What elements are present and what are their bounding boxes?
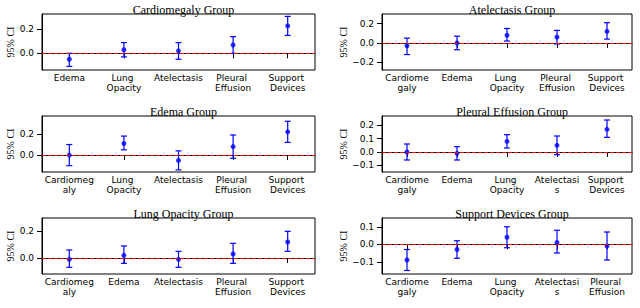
svg-text:Support: Support (588, 73, 626, 83)
svg-text:Pleural: Pleural (216, 277, 250, 287)
svg-text:Atelectasi: Atelectasi (535, 175, 579, 185)
svg-text:−0.1: −0.1 (352, 257, 374, 267)
svg-text:Cardiome: Cardiome (385, 73, 429, 83)
svg-text:Effusion: Effusion (215, 83, 251, 93)
svg-text:0.2: 0.2 (20, 129, 34, 139)
svg-text:Edema: Edema (441, 175, 472, 185)
svg-text:Cardiomegaly Group: Cardiomegaly Group (133, 3, 235, 17)
svg-text:0.0: 0.0 (360, 147, 375, 157)
svg-text:s: s (555, 185, 560, 195)
svg-text:Effusion: Effusion (215, 287, 251, 297)
svg-text:0.1: 0.1 (360, 222, 374, 232)
svg-text:Cardiome: Cardiome (385, 175, 429, 185)
svg-text:Cardiome: Cardiome (385, 277, 429, 287)
svg-text:aly: aly (63, 287, 77, 297)
svg-text:0.0: 0.0 (360, 239, 375, 249)
svg-text:aly: aly (63, 185, 77, 195)
svg-text:galy: galy (397, 185, 417, 195)
svg-text:−0.2: −0.2 (352, 57, 374, 67)
svg-text:95% CI: 95% CI (5, 27, 16, 58)
svg-text:0.2: 0.2 (20, 24, 34, 34)
svg-text:Edema: Edema (441, 73, 472, 83)
svg-text:galy: galy (397, 83, 417, 93)
svg-text:0.0: 0.0 (20, 150, 35, 160)
svg-text:Support: Support (268, 175, 306, 185)
svg-text:Opacity: Opacity (107, 185, 142, 195)
svg-text:Lung: Lung (111, 175, 136, 185)
svg-text:Lung: Lung (111, 73, 136, 83)
svg-text:Support: Support (268, 277, 306, 287)
svg-text:0.0: 0.0 (360, 38, 375, 48)
svg-text:Devices: Devices (270, 83, 306, 93)
svg-text:−0.1: −0.1 (352, 160, 374, 170)
svg-text:Lung: Lung (495, 73, 520, 83)
svg-text:Support Devices Group: Support Devices Group (455, 207, 568, 221)
svg-text:95% CI: 95% CI (338, 231, 349, 262)
svg-text:0.0: 0.0 (20, 48, 35, 58)
svg-text:Opacity: Opacity (107, 83, 142, 93)
svg-text:Edema: Edema (54, 73, 85, 83)
svg-text:Effusion: Effusion (215, 185, 251, 195)
svg-text:Support: Support (588, 175, 626, 185)
svg-text:Pleural: Pleural (216, 175, 250, 185)
svg-text:s: s (555, 287, 560, 297)
svg-text:95% CI: 95% CI (338, 129, 349, 160)
svg-text:Edema: Edema (441, 277, 472, 287)
svg-text:Opacity: Opacity (490, 83, 525, 93)
svg-text:Effusion: Effusion (589, 287, 625, 297)
svg-text:Atelectasis: Atelectasis (154, 73, 203, 83)
svg-text:Pleural Effusion Group: Pleural Effusion Group (456, 105, 568, 119)
svg-text:Lung: Lung (495, 175, 520, 185)
svg-text:95% CI: 95% CI (5, 231, 16, 262)
svg-text:Edema: Edema (108, 277, 139, 287)
svg-text:0.0: 0.0 (20, 253, 35, 263)
svg-text:Cardiomeg: Cardiomeg (45, 277, 94, 287)
svg-text:Effusion: Effusion (539, 83, 575, 93)
svg-text:95% CI: 95% CI (338, 27, 349, 58)
svg-text:Atelectasis: Atelectasis (154, 175, 203, 185)
svg-text:Atelectasis Group: Atelectasis Group (469, 3, 555, 17)
svg-text:Opacity: Opacity (490, 287, 525, 297)
svg-text:95% CI: 95% CI (5, 129, 16, 160)
svg-text:Atelectasis: Atelectasis (154, 277, 203, 287)
svg-text:Pleural: Pleural (540, 73, 574, 83)
svg-text:Devices: Devices (589, 83, 625, 93)
svg-text:Lung: Lung (495, 277, 520, 287)
svg-text:Devices: Devices (270, 185, 306, 195)
svg-text:Pleural: Pleural (590, 277, 624, 287)
svg-text:Pleural: Pleural (216, 73, 250, 83)
svg-text:Cardiomeg: Cardiomeg (45, 175, 94, 185)
svg-text:Lung Opacity Group: Lung Opacity Group (134, 207, 234, 221)
svg-text:Edema Group: Edema Group (150, 105, 217, 119)
svg-text:Devices: Devices (589, 185, 625, 195)
svg-text:Atelectasi: Atelectasi (535, 277, 579, 287)
svg-text:Opacity: Opacity (490, 185, 525, 195)
svg-text:0.2: 0.2 (360, 19, 374, 29)
svg-text:0.2: 0.2 (20, 226, 34, 236)
svg-text:Devices: Devices (270, 287, 306, 297)
svg-text:0.1: 0.1 (360, 134, 374, 144)
svg-text:0.2: 0.2 (360, 120, 374, 130)
svg-text:Support: Support (268, 73, 306, 83)
svg-text:galy: galy (397, 287, 417, 297)
